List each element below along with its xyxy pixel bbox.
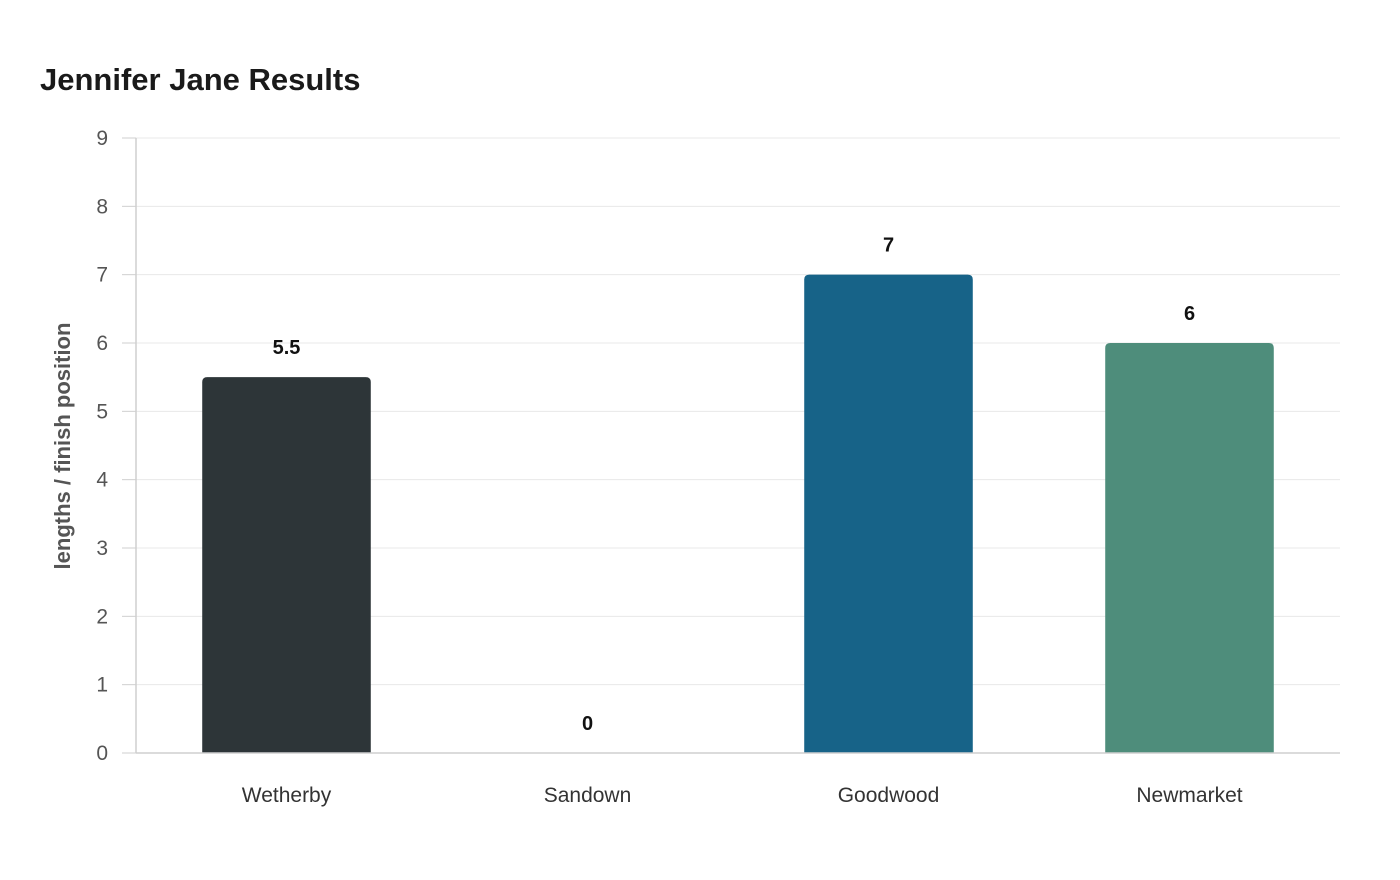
bar-newmarket[interactable] bbox=[1105, 343, 1274, 753]
y-tick-labels: 0 1 2 3 4 5 6 7 8 9 bbox=[96, 127, 108, 765]
bar-goodwood[interactable] bbox=[804, 274, 973, 753]
data-label-newmarket: 6 bbox=[1184, 303, 1195, 325]
y-tick-label: 4 bbox=[96, 469, 108, 492]
data-label-wetherby: 5.5 bbox=[273, 337, 301, 359]
y-tick-label: 1 bbox=[96, 674, 108, 697]
y-tick-label: 3 bbox=[96, 537, 108, 560]
chart-title: Jennifer Jane Results bbox=[40, 62, 361, 97]
x-tick-label-newmarket: Newmarket bbox=[1136, 784, 1242, 807]
x-tick-label-sandown: Sandown bbox=[544, 784, 632, 807]
y-tick-label: 5 bbox=[96, 400, 108, 423]
data-label-goodwood: 7 bbox=[883, 235, 894, 257]
y-tick-label: 2 bbox=[96, 605, 108, 628]
y-axis-title: lengths / finish position bbox=[50, 323, 75, 570]
y-tick-label: 9 bbox=[96, 127, 108, 150]
bars bbox=[202, 274, 1274, 753]
bar-wetherby[interactable] bbox=[202, 377, 371, 753]
data-label-sandown: 0 bbox=[582, 713, 593, 735]
y-tick-label: 0 bbox=[96, 742, 108, 765]
y-tick-label: 6 bbox=[96, 332, 108, 355]
x-tick-label-wetherby: Wetherby bbox=[242, 784, 332, 807]
x-tick-labels: Wetherby Sandown Goodwood Newmarket bbox=[242, 784, 1243, 807]
x-tick-label-goodwood: Goodwood bbox=[838, 784, 940, 807]
data-labels: 5.5 0 7 6 bbox=[273, 235, 1195, 735]
axes bbox=[135, 138, 1340, 754]
y-tick-label: 7 bbox=[96, 264, 108, 287]
y-tick-label: 8 bbox=[96, 195, 108, 218]
